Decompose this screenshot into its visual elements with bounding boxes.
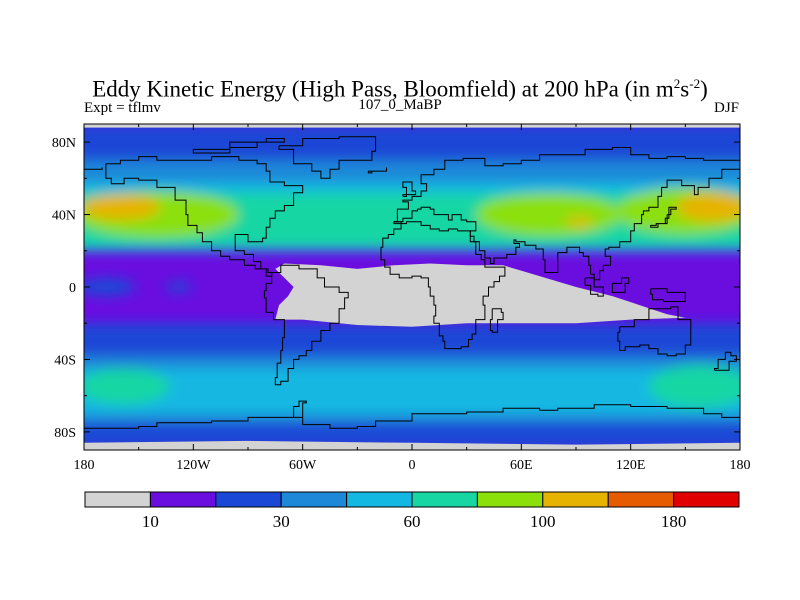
field-blob-7 [166,281,192,293]
colorbar-box-4 [346,491,413,508]
x-tick-label-1: 120W [176,458,211,473]
colorbar-box-0 [84,491,151,508]
gray-region-0 [275,263,686,327]
field-blob-5 [565,217,595,227]
field-blob-2 [475,192,622,237]
colorbar-box-5 [411,491,478,508]
y-tick-label-1: 40N [52,209,76,224]
field-layer [84,124,740,450]
colorbar-box-7 [542,491,609,508]
y-tick-label-2: 0 [69,281,76,296]
coastline-15 [278,136,377,179]
field-blob-4 [676,192,740,222]
chart-title-text: Eddy Kinetic Energy (High Pass, Bloomfie… [92,76,674,102]
coastline-10 [611,277,630,293]
title-unit-sup1: 2 [673,76,681,91]
coastline-5 [380,221,506,350]
coastline-11 [650,288,686,302]
colorbar-box-2 [215,491,282,508]
coastline-13 [402,181,417,197]
coastline-0 [105,156,304,277]
colorbar-label-4: 180 [661,512,687,531]
coastline-6 [489,308,504,333]
colorbar-box-6 [476,491,544,508]
field-band-4 [84,323,740,356]
colorbar-box-8 [607,491,675,508]
title-unit-end: ) [700,76,708,102]
subtitle-center: 107_0_MaBP [358,97,442,113]
coastline-7 [617,306,692,357]
map-area [84,124,740,450]
field-blob-6 [84,277,136,297]
colorbar-box-9 [673,491,740,508]
coastline-3 [84,167,103,170]
coastline-layer [84,136,740,429]
coastline-8 [714,351,737,371]
colorbar-label-3: 100 [530,512,556,531]
subtitle-right: DJF [713,100,739,116]
colorbar-box-3 [280,491,348,508]
subtitle-left: Expt = tflmv [84,100,161,116]
y-tick-label-0: 80N [52,136,76,151]
field-blob-8 [648,364,740,409]
x-tick-label-6: 180 [730,458,751,473]
x-tick-label-4: 60E [510,458,533,473]
colorbar-label-1: 30 [273,512,290,531]
coastline-1 [263,264,349,386]
x-tick-label-0: 180 [74,458,95,473]
coastline-4 [393,168,740,281]
x-tick-label-2: 60W [289,458,317,473]
x-tick-label-3: 0 [409,458,416,473]
colorbar-label-2: 60 [404,512,421,531]
axis-layer: 180 120W 60W 0 60E 120E 180 80N 40N 0 40S 80S [52,124,751,473]
coastline-17 [84,400,740,429]
field-blob-1 [84,194,161,220]
chart-title: Eddy Kinetic Energy (High Pass, Bloomfie… [0,70,800,104]
coastline-9 [584,277,604,297]
y-tick-label-4: 80S [54,426,76,441]
coastline-12 [650,206,677,228]
field-blob-9 [84,368,170,405]
title-unit-sup2: -2 [689,76,701,91]
colorbar: 10 30 60 100 180 [84,491,740,531]
x-tick-label-5: 120E [616,458,646,473]
field-smooth-group [84,124,740,450]
title-unit-s: s [680,76,690,102]
coastline-16 [192,138,285,154]
colorbar-label-0: 10 [142,512,159,531]
colorbar-box-1 [149,491,217,508]
y-tick-label-3: 40S [54,353,76,368]
coastline-2 [393,147,740,223]
coastline-14 [367,167,387,174]
